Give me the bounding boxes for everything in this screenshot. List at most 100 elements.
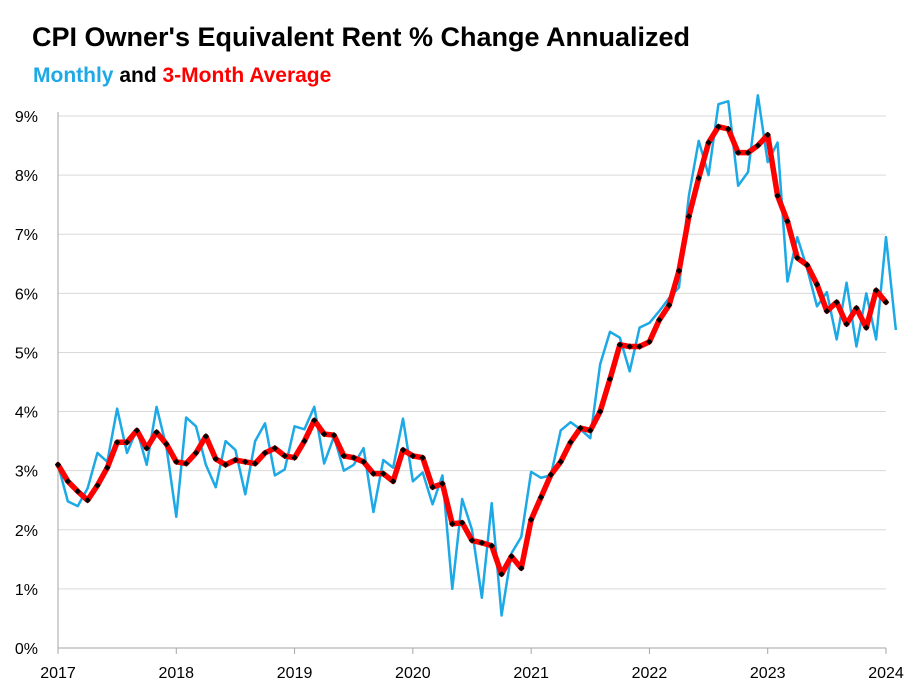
avg-marker-51 — [557, 458, 564, 465]
avg-marker-56 — [606, 375, 614, 383]
avg-marker-60 — [646, 338, 653, 346]
x-tick-label-2019: 2019 — [277, 665, 313, 682]
avg-marker-29 — [340, 452, 348, 460]
series-line-3-month-average — [55, 123, 889, 577]
avg-marker-23 — [281, 452, 288, 460]
avg-marker-43 — [478, 539, 486, 546]
avg-marker-18 — [232, 456, 239, 464]
y-tick-label-0: 0% — [15, 641, 38, 658]
avg-marker-40 — [449, 520, 456, 528]
x-tick-label-2020: 2020 — [395, 665, 431, 682]
avg-marker-35 — [399, 446, 407, 454]
avg-marker-41 — [458, 519, 466, 526]
avg-marker-54 — [587, 427, 594, 434]
avg-marker-5 — [104, 464, 111, 471]
avg-marker-4 — [94, 482, 101, 489]
avg-marker-63 — [675, 267, 683, 275]
avg-marker-10 — [153, 429, 160, 436]
avg-marker-27 — [320, 430, 328, 438]
y-tick-label-4: 4% — [15, 405, 38, 422]
avg-marker-83 — [872, 287, 880, 294]
avg-marker-66 — [705, 139, 712, 146]
avg-marker-75 — [794, 254, 801, 262]
avg-marker-30 — [350, 454, 357, 461]
subtitle-and: and — [113, 64, 163, 87]
y-tick-label-8: 8% — [15, 168, 38, 185]
y-tick-label-3: 3% — [15, 464, 38, 481]
avg-marker-0 — [54, 461, 62, 468]
avg-marker-57 — [616, 341, 624, 348]
avg-marker-25 — [301, 437, 308, 445]
avg-marker-20 — [251, 460, 259, 467]
avg-marker-8 — [133, 427, 141, 434]
avg-marker-36 — [409, 452, 417, 460]
avg-marker-67 — [715, 123, 722, 130]
y-tick-label-1: 1% — [15, 582, 38, 599]
avg-marker-77 — [813, 281, 821, 288]
avg-marker-79 — [833, 299, 840, 306]
avg-marker-50 — [547, 471, 555, 479]
avg-marker-13 — [182, 460, 190, 467]
avg-marker-74 — [784, 218, 791, 225]
y-axis-ticks: 0% 1% 2% 3% 4% 5% 6% 7% 8% 9% — [15, 109, 38, 658]
avg-marker-16 — [212, 455, 219, 463]
y-tick-label-5: 5% — [15, 345, 38, 362]
x-axis-ticks: 2017 2018 2019 2020 2021 2022 2023 2024 — [40, 648, 904, 682]
avg-marker-62 — [665, 301, 673, 309]
avg-marker-38 — [429, 484, 436, 491]
avg-marker-70 — [744, 149, 752, 156]
x-tick-label-2022: 2022 — [632, 665, 668, 682]
avg-marker-28 — [330, 432, 338, 439]
avg-marker-76 — [803, 261, 811, 269]
avg-marker-52 — [567, 439, 574, 446]
avg-marker-31 — [360, 458, 367, 465]
avg-marker-2 — [74, 488, 81, 495]
avg-marker-49 — [537, 494, 545, 501]
avg-marker-33 — [380, 470, 387, 477]
avg-marker-65 — [695, 174, 702, 182]
avg-marker-55 — [596, 408, 604, 415]
avg-marker-82 — [863, 324, 870, 331]
series-group — [54, 94, 898, 617]
y-tick-label-6: 6% — [15, 286, 38, 303]
subtitle-monthly: Monthly — [33, 64, 114, 87]
avg-marker-61 — [656, 316, 663, 324]
avg-marker-59 — [636, 343, 643, 350]
avg-marker-14 — [192, 449, 200, 457]
y-tick-label-2: 2% — [15, 523, 38, 540]
avg-marker-17 — [222, 461, 229, 468]
y-tick-label-9: 9% — [15, 109, 38, 126]
avg-marker-37 — [419, 454, 426, 461]
avg-marker-68 — [725, 125, 732, 133]
x-tick-label-2018: 2018 — [158, 665, 194, 682]
avg-marker-12 — [173, 458, 180, 465]
avg-marker-3 — [84, 497, 91, 504]
avg-marker-11 — [163, 440, 170, 448]
avg-marker-26 — [311, 417, 318, 424]
avg-marker-46 — [508, 553, 515, 560]
avg-marker-53 — [577, 424, 584, 432]
avg-marker-58 — [626, 343, 633, 350]
avg-marker-47 — [518, 565, 525, 572]
x-tick-label-2023: 2023 — [750, 665, 786, 682]
avg-marker-71 — [754, 142, 762, 149]
avg-marker-72 — [764, 131, 771, 139]
avg-marker-44 — [488, 542, 495, 549]
avg-marker-7 — [123, 439, 131, 446]
x-tick-label-2017: 2017 — [40, 665, 76, 682]
avg-marker-69 — [734, 149, 742, 156]
avg-marker-45 — [498, 570, 505, 578]
avg-marker-73 — [774, 192, 781, 199]
x-tick-label-2021: 2021 — [513, 665, 549, 682]
avg-marker-64 — [685, 213, 693, 220]
chart-subtitle: Monthly and 3-Month Average — [33, 64, 331, 88]
avg-marker-24 — [291, 454, 298, 461]
avg-marker-15 — [202, 433, 210, 440]
avg-marker-42 — [468, 537, 476, 544]
avg-marker-48 — [527, 516, 535, 523]
avg-marker-9 — [143, 445, 150, 452]
avg-marker-21 — [261, 449, 269, 457]
avg-marker-1 — [64, 478, 72, 485]
avg-marker-81 — [853, 304, 860, 312]
